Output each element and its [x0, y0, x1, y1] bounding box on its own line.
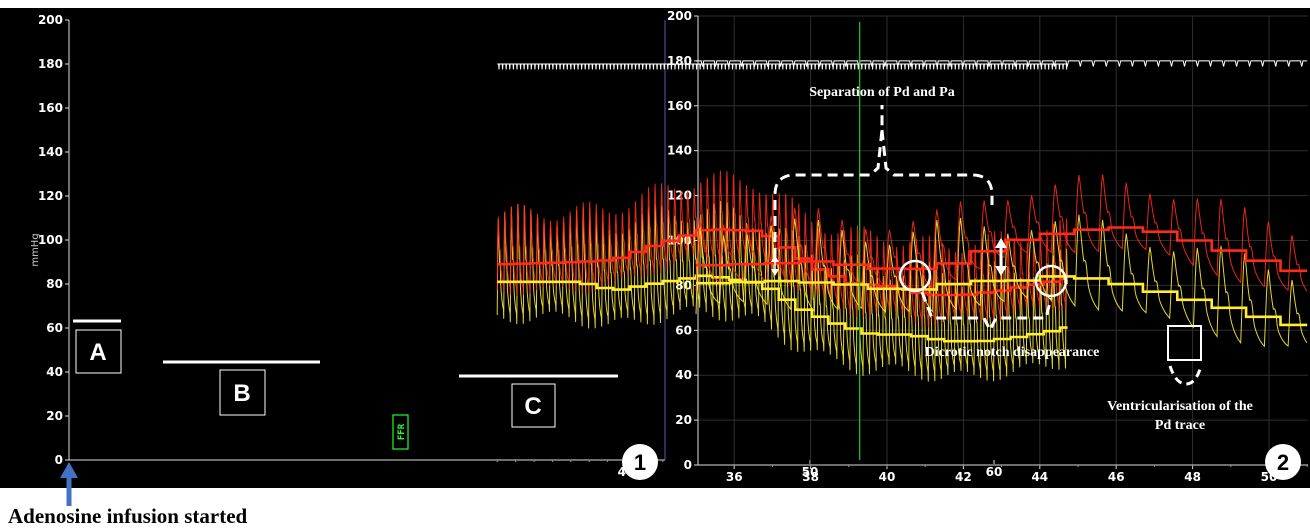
panel2-y-tick-label: 200 [667, 9, 692, 23]
annotation-dicrotic: Dicrotic notch disappearance [925, 345, 1100, 360]
panel2-ecg-trace [696, 60, 1307, 67]
panel1-y-tick-label: 100 [38, 233, 63, 247]
panel2-x-tick-label: 42 [955, 470, 972, 484]
arrow-down-icon [995, 266, 1007, 276]
panel1-x-tick-label: 50 [802, 465, 819, 479]
label-b: B [233, 380, 250, 407]
panel2-y-tick-label: 180 [667, 54, 692, 68]
panel1-y-tick-label: 180 [38, 57, 63, 71]
box-c [511, 383, 556, 428]
panel2-y-tick-label: 20 [675, 413, 692, 427]
dicrotic-circle-2 [1034, 264, 1068, 298]
panel1-pa-pulsatile [496, 170, 1068, 328]
panel1-y-tick-label: 40 [46, 365, 63, 379]
panel1-y-tick-label: 120 [38, 189, 63, 203]
panel2-x-tick-label: 40 [879, 470, 896, 484]
panel1-traces [496, 63, 1068, 382]
separation-bracket [773, 105, 994, 258]
panel2-y-tick-label: 140 [667, 144, 692, 158]
panel2-y-tick-label: 60 [675, 323, 692, 337]
ventricular-box [1167, 325, 1202, 361]
annotation-ventricular-line1: Ventricularisation of the [1107, 399, 1253, 414]
panel2-number-badge [1265, 444, 1301, 480]
panel1-x-tick-label: 60 [986, 465, 1003, 479]
label-c: C [524, 393, 541, 420]
dicrotic-circle-1 [898, 259, 932, 293]
annotation-separation: Separation of Pd and Pa [809, 85, 954, 100]
ventricular-bracket [1168, 365, 1203, 386]
panel2-y-tick-label: 40 [675, 368, 692, 382]
panel1-pd-pulsatile [496, 200, 1068, 382]
label-a: A [89, 339, 106, 366]
panel2-x-tick-label: 44 [1031, 470, 1048, 484]
annotation-ventricular-line2: Pd trace [1155, 418, 1205, 433]
panel2-number: 2 [1277, 450, 1289, 475]
panel2-x-tick-label: 46 [1108, 470, 1125, 484]
arrow-up-icon [60, 462, 78, 478]
arrow-up-icon [995, 238, 1007, 248]
panel1-y-tick-label: 80 [46, 277, 63, 291]
panel2-pd-mean-line [696, 275, 1308, 327]
panel1-y-tick-label: 160 [38, 101, 63, 115]
panel2-y-tick-label: 160 [667, 99, 692, 113]
ffr-label: FFR [397, 423, 407, 440]
box-b [219, 369, 266, 416]
ffr-marker: FFR [392, 22, 861, 460]
arrow-down-icon [771, 269, 779, 276]
panel1-background [0, 8, 667, 488]
panel1-ecg-trace [497, 63, 1068, 70]
panel1-y-unit: mmHg [30, 233, 41, 266]
panel2-x-tick-label: 36 [726, 470, 743, 484]
panel1-y-tick-label: 200 [38, 13, 63, 27]
panel2-x-tick-label: 48 [1184, 470, 1201, 484]
panel1-y-tick-label: 0 [55, 453, 63, 467]
panel1-pa-mean-line [497, 228, 1068, 297]
panel1-y-tick-label: 140 [38, 145, 63, 159]
panel1-pd-mean-line [497, 274, 1068, 343]
panel1-y-tick-label: 60 [46, 321, 63, 335]
panel1-ticks: 020406080100120140160180200405060 [38, 13, 1002, 479]
panel2-y-tick-label: 0 [684, 458, 692, 472]
ffr-label-box [392, 414, 409, 450]
adenosine-caption: Adenosine infusion started [8, 504, 248, 528]
panel1-y-tick-label: 20 [46, 409, 63, 423]
arrow-up-icon [771, 255, 779, 262]
panel1-number-badge [622, 444, 658, 480]
panel1-number: 1 [634, 450, 646, 475]
box-a [75, 329, 122, 374]
panel2-pd-pulsatile [695, 214, 1308, 348]
panel2-y-tick-label: 120 [667, 189, 692, 203]
panel2-x-tick-label: 38 [802, 470, 819, 484]
